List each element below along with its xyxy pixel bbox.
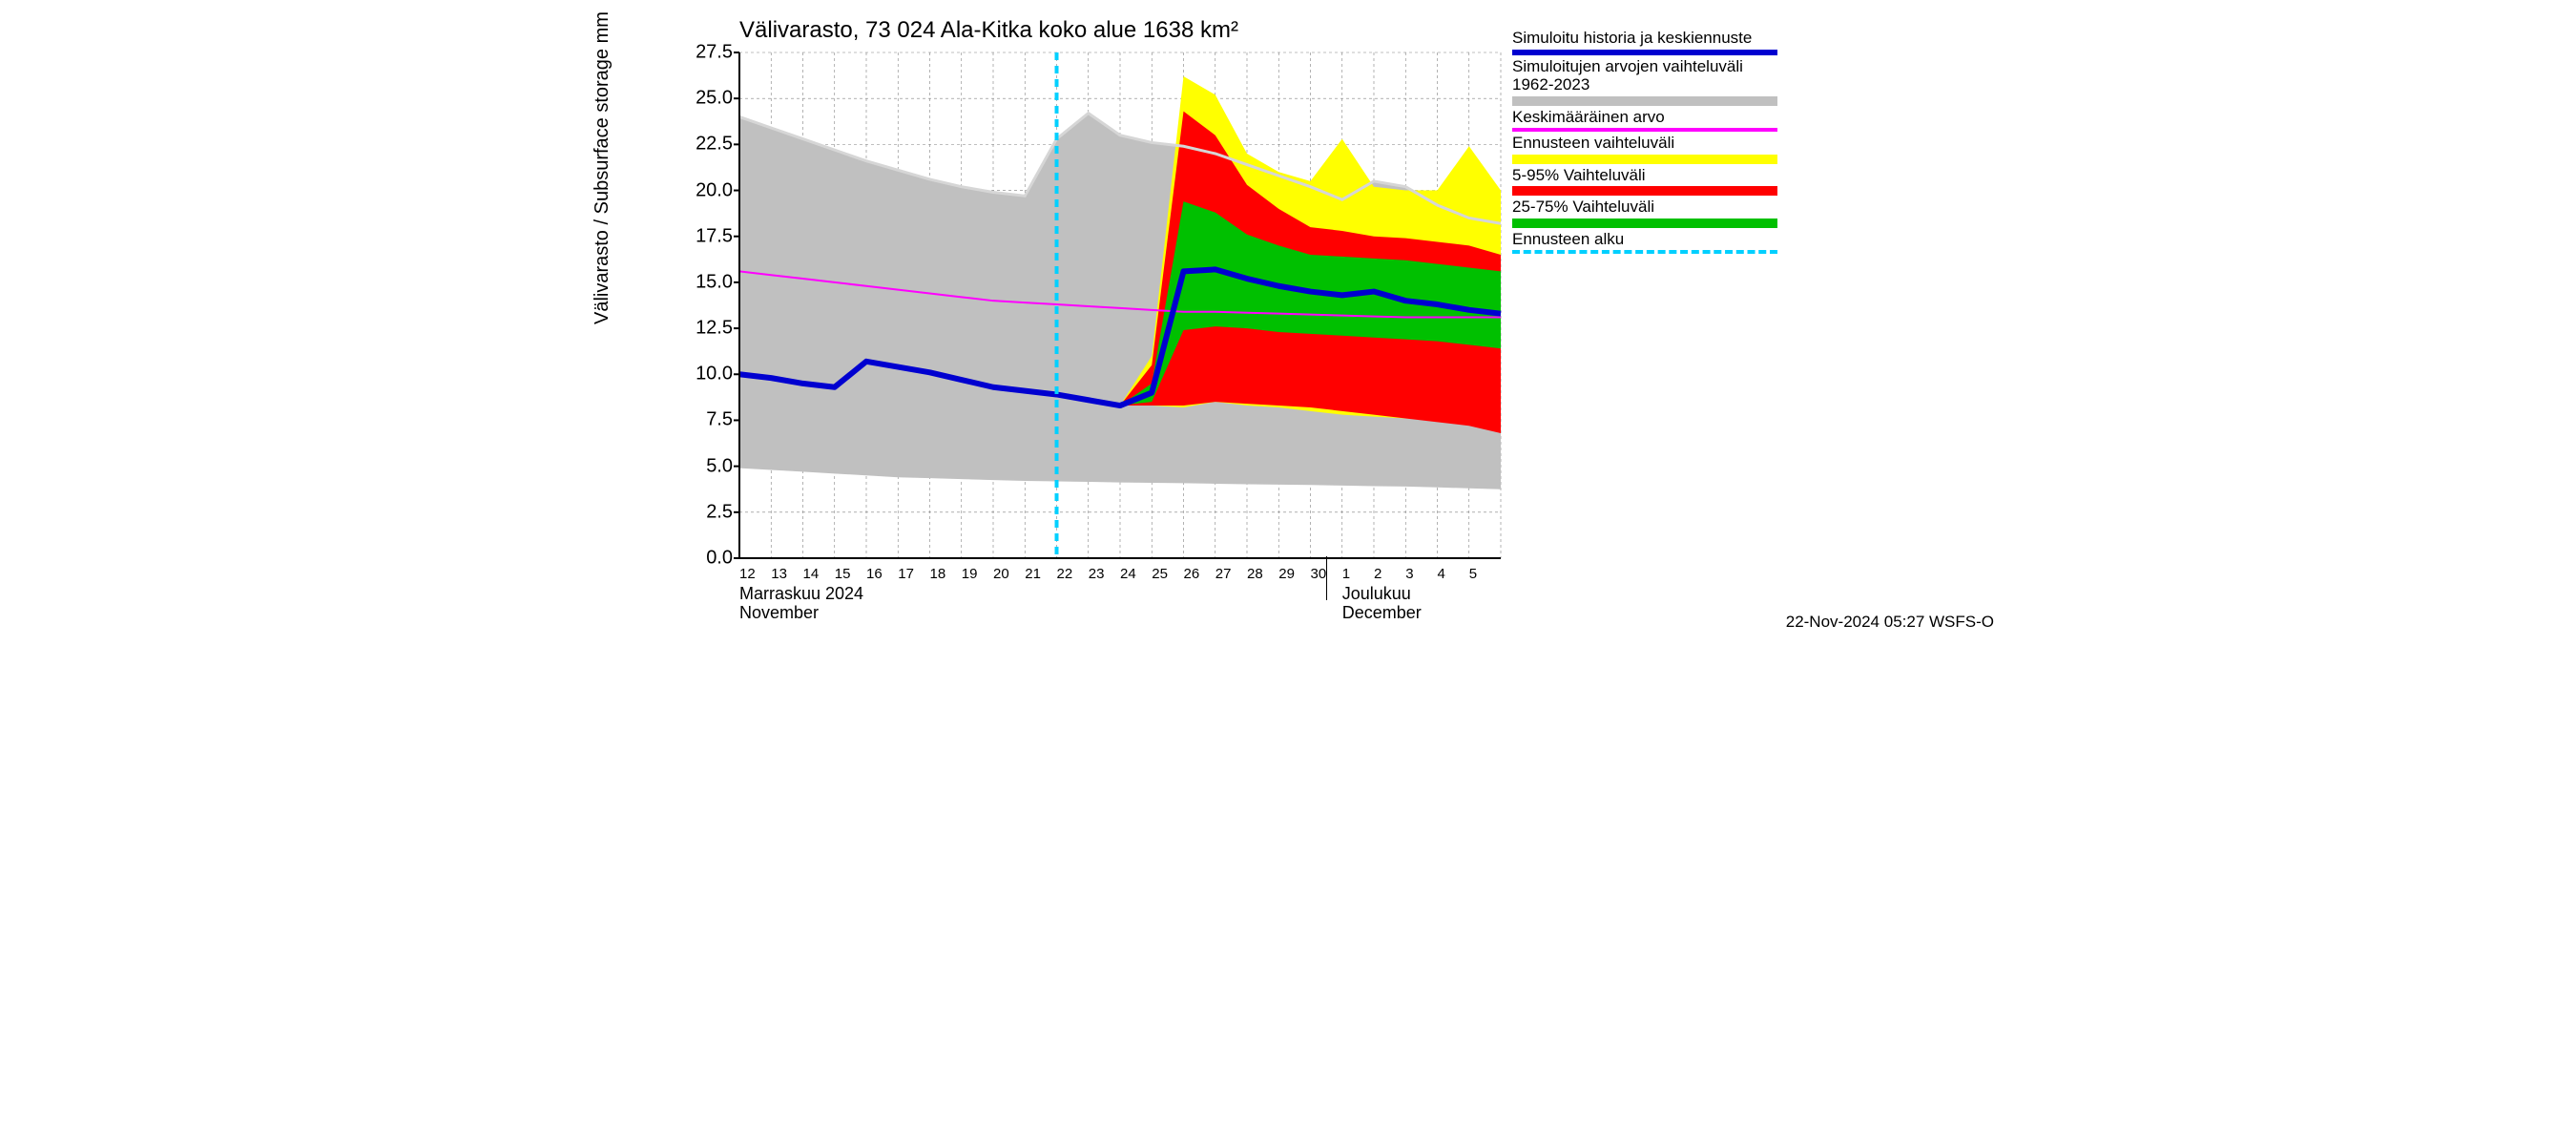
x-tick-label: 5 [1469,566,1477,582]
legend-item: Keskimääräinen arvo [1512,108,1789,133]
x-tick-label: 12 [739,566,756,582]
y-tick-label: 15.0 [675,271,733,293]
x-tick-label: 3 [1405,566,1413,582]
y-tick-label: 22.5 [675,134,733,156]
y-tick-label: 10.0 [675,364,733,385]
legend-swatch [1512,250,1777,254]
footer-timestamp: 22-Nov-2024 05:27 WSFS-O [1786,613,1994,632]
month-divider-tick [1326,556,1327,600]
y-axis-label: Välivarasto / Subsurface storage mm [592,11,613,324]
legend-swatch [1512,219,1777,228]
legend-swatch [1512,186,1777,196]
x-tick-label: 22 [1057,566,1073,582]
x-tick-label: 16 [866,566,883,582]
legend-swatch [1512,155,1777,164]
legend-swatch [1512,128,1777,132]
legend-item: 5-95% Vaihteluväli [1512,166,1789,197]
x-tick-label: 20 [993,566,1009,582]
chart-title: Välivarasto, 73 024 Ala-Kitka koko alue … [739,17,1238,44]
y-tick-label: 5.0 [675,455,733,477]
legend-swatch [1512,96,1777,106]
x-tick-label: 28 [1247,566,1263,582]
y-tick-label: 25.0 [675,88,733,110]
legend-label: 25-75% Vaihteluväli [1512,198,1789,217]
x-tick-label: 30 [1311,566,1327,582]
y-tick-label: 7.5 [675,409,733,431]
legend-label: Ennusteen alku [1512,230,1789,249]
legend: Simuloitu historia ja keskiennuste Simulo… [1512,29,1789,256]
x-tick-label: 24 [1120,566,1136,582]
legend-label: Ennusteen vaihteluväli [1512,134,1789,153]
x-tick-label: 25 [1152,566,1168,582]
x-tick-label: 1 [1342,566,1350,582]
legend-swatch [1512,50,1777,55]
y-tick-label: 12.5 [675,318,733,340]
legend-item: Simuloitu historia ja keskiennuste [1512,29,1789,55]
x-tick-label: 19 [962,566,978,582]
y-tick-label: 17.5 [675,225,733,247]
x-tick-label: 4 [1438,566,1445,582]
plot-area [739,52,1501,558]
x-tick-label: 13 [771,566,787,582]
legend-label: Keskimääräinen arvo [1512,108,1789,127]
y-tick-label: 0.0 [675,548,733,570]
x-tick-label: 18 [930,566,946,582]
x-tick-label: 27 [1215,566,1232,582]
legend-item: Ennusteen alku [1512,230,1789,255]
x-month-label: JoulukuuDecember [1342,585,1422,623]
x-tick-label: 21 [1025,566,1041,582]
legend-item: Simuloitujen arvojen vaihteluväli 1962-2… [1512,57,1789,106]
x-tick-label: 29 [1278,566,1295,582]
x-tick-label: 26 [1184,566,1200,582]
legend-label: 5-95% Vaihteluväli [1512,166,1789,185]
y-tick-label: 27.5 [675,42,733,64]
x-tick-label: 15 [835,566,851,582]
x-month-label: Marraskuu 2024November [739,585,863,623]
x-tick-label: 14 [803,566,820,582]
x-tick-label: 2 [1374,566,1381,582]
legend-label: Simuloitu historia ja keskiennuste [1512,29,1789,48]
chart-container: Välivarasto, 73 024 Ala-Kitka koko alue … [572,0,2004,639]
y-tick-label: 20.0 [675,179,733,201]
y-tick-label: 2.5 [675,501,733,523]
legend-item: 25-75% Vaihteluväli [1512,198,1789,228]
x-tick-label: 17 [898,566,914,582]
legend-item: Ennusteen vaihteluväli [1512,134,1789,164]
x-tick-label: 23 [1089,566,1105,582]
legend-label: Simuloitujen arvojen vaihteluväli 1962-2… [1512,57,1789,94]
